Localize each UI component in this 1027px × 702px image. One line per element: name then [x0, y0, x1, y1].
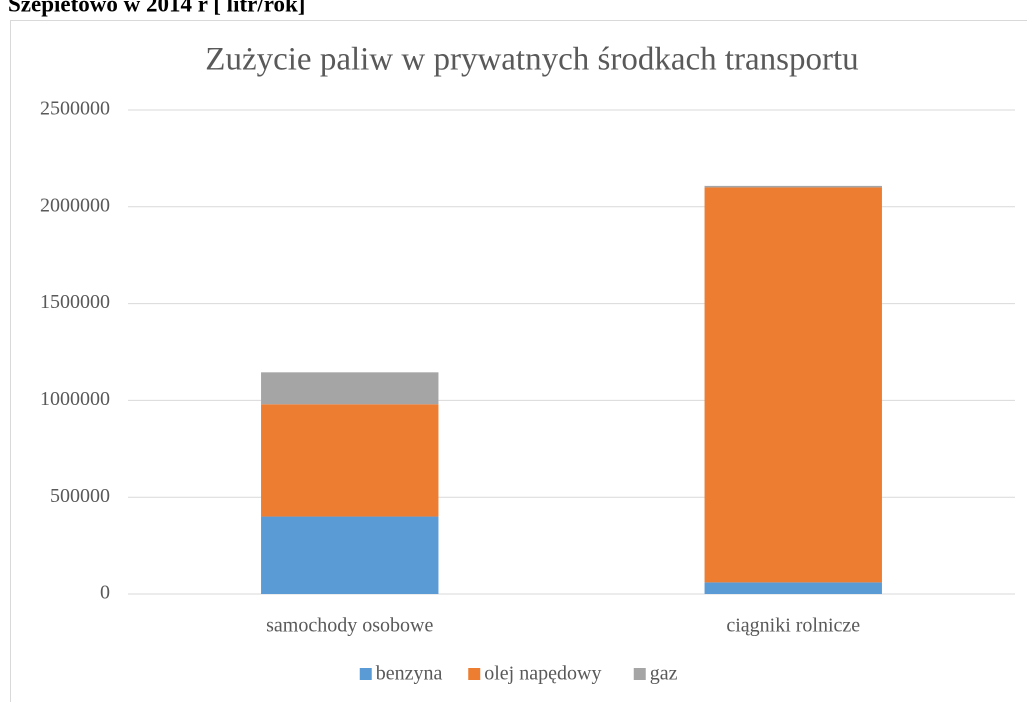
legend-swatch [633, 668, 646, 680]
bar-segment [704, 582, 882, 594]
legend-swatch [359, 668, 372, 680]
legend-swatch [468, 668, 481, 680]
y-tick-label: 1500000 [40, 291, 110, 313]
x-tick-label: ciągniki rolnicze [726, 615, 860, 637]
y-tick-label: 1000000 [40, 388, 110, 410]
legend-label: benzyna [376, 663, 443, 685]
y-tick-label: 500000 [50, 485, 110, 507]
bar-segment [261, 372, 439, 405]
y-tick-label: 2000000 [40, 194, 110, 216]
y-tick-label: 2500000 [40, 98, 110, 120]
bar-segment [261, 404, 439, 517]
bar-segment [704, 187, 882, 583]
page-heading: Szepietowo w 2014 r [ litr/rok] [8, 0, 305, 16]
chart-title: Zużycie paliw w prywatnych środkach tran… [205, 42, 858, 78]
bar-segment [261, 516, 439, 594]
bar-segment [704, 185, 882, 188]
legend-label: olej napędowy [484, 663, 601, 685]
x-tick-label: samochody osobowe [266, 615, 433, 637]
legend-label: gaz [650, 663, 678, 685]
y-tick-label: 0 [100, 582, 110, 604]
